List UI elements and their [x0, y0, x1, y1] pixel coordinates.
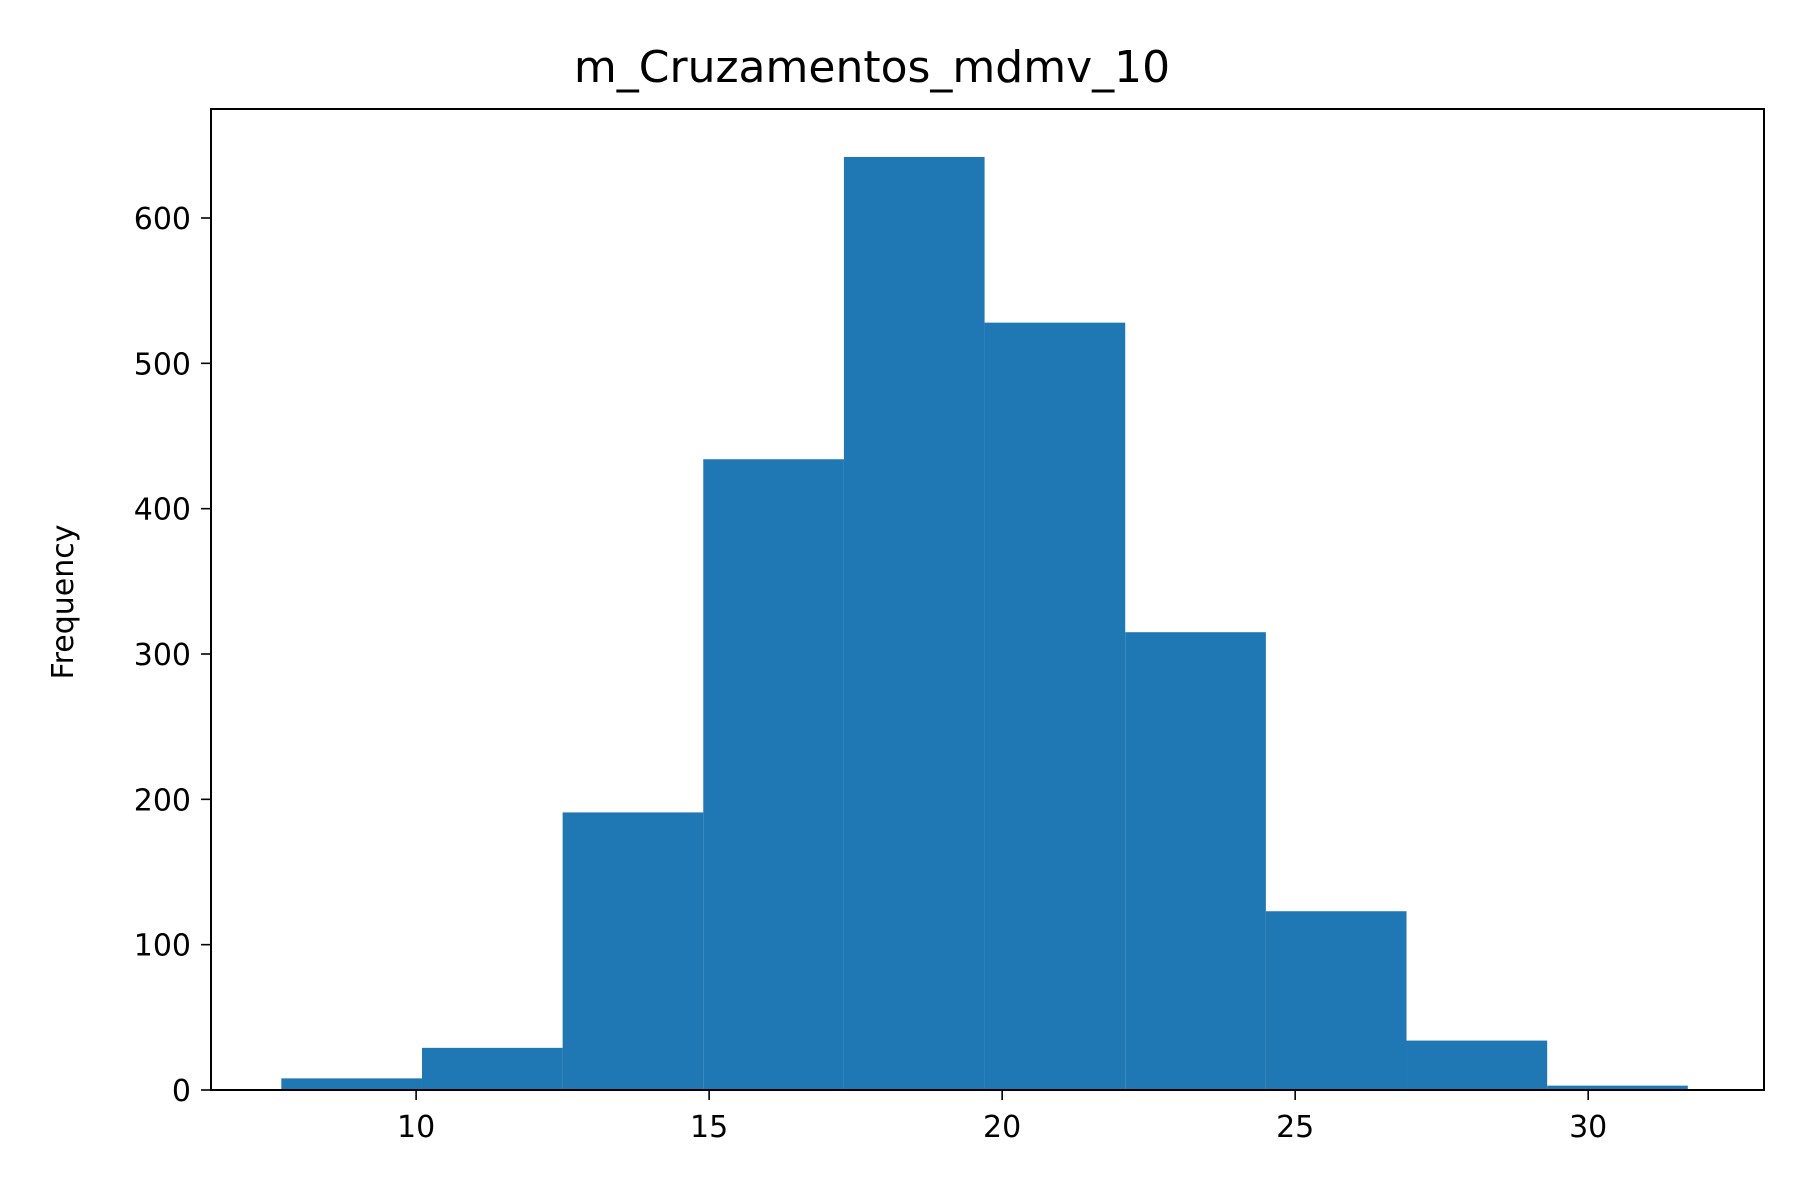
histogram-bar: [843, 156, 985, 1090]
y-tick-label: 0: [172, 1074, 191, 1109]
x-tick-label: 15: [690, 1110, 728, 1145]
y-axis-ticks: 0 100 200 300 400 500 600: [134, 202, 211, 1109]
histogram-bar: [562, 812, 704, 1090]
histogram-bar: [1125, 632, 1266, 1090]
x-tick-label: 20: [983, 1110, 1021, 1145]
y-tick-label: 100: [134, 929, 191, 964]
histogram-bar: [1547, 1085, 1688, 1090]
y-tick-label: 600: [134, 202, 191, 237]
plot-frame: [210, 108, 1765, 1091]
chart-title: m_Cruzamentos_mdmv_10: [574, 42, 1170, 93]
histogram-bar: [281, 1078, 422, 1090]
x-tick-label: 10: [397, 1110, 435, 1145]
x-tick-label: 25: [1276, 1110, 1314, 1145]
histogram-bar: [421, 1047, 563, 1090]
x-axis-ticks: 10 15 20 25 30: [397, 1090, 1607, 1145]
y-tick-label: 300: [134, 638, 191, 673]
histogram-bar: [984, 322, 1126, 1090]
histogram-bar: [1406, 1040, 1548, 1090]
y-axis-label: Frequency: [46, 525, 81, 680]
histogram-bar: [703, 459, 844, 1091]
x-tick-label: 30: [1569, 1110, 1607, 1145]
y-tick-label: 200: [134, 783, 191, 818]
y-tick-label: 400: [134, 493, 191, 528]
bars-group: [281, 156, 1688, 1091]
histogram-bar: [1265, 911, 1407, 1090]
y-tick-label: 500: [134, 347, 191, 382]
